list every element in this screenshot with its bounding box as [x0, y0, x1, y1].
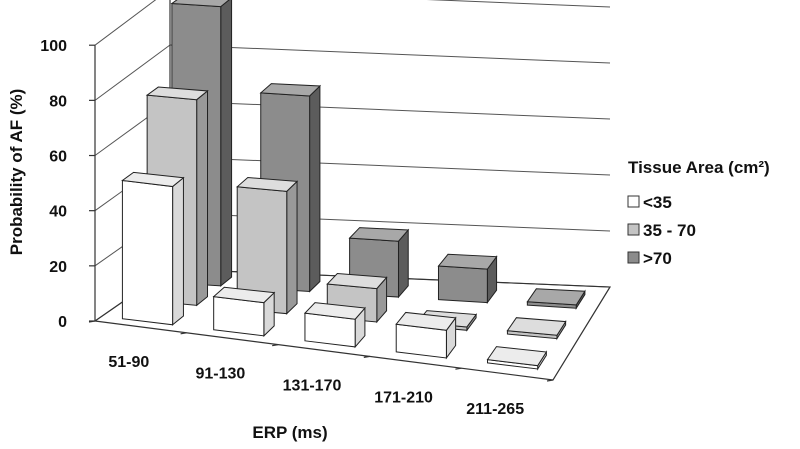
x-tick-label-131-170: 131-170: [283, 378, 342, 395]
bar-top: [395, 311, 457, 331]
bar-35-131-170: [303, 302, 366, 349]
back-wall-gridline: [426, 0, 611, 8]
bar-35-70-91-130: [236, 176, 299, 315]
y-tick-label: 80: [49, 93, 67, 110]
side-wall-gridline: [94, 44, 171, 101]
bar-35-91-130: [212, 286, 276, 338]
bar-side: [172, 176, 184, 326]
bar-top: [259, 83, 322, 97]
x-tick-mark: [272, 344, 279, 347]
x-tick-mark: [180, 332, 187, 335]
x-tick-mark: [363, 355, 370, 358]
bar-top: [486, 346, 548, 367]
bar-top: [326, 272, 388, 290]
legend-title: Tissue Area (cm²): [628, 158, 770, 177]
back-wall-gridline: [169, 44, 611, 64]
legend-label-35: <35: [643, 193, 672, 212]
back-wall-gridline: [169, 156, 611, 176]
back-wall-gridline: [169, 212, 611, 232]
y-axis-title: Probability of AF (%): [7, 89, 26, 256]
y-tick-label: 20: [49, 259, 67, 276]
bar-top: [348, 227, 410, 242]
x-tick-label-211-265: 211-265: [466, 401, 524, 418]
x-tick-labels: 51-90 91-130 131-170 171-210 211-265: [108, 354, 524, 418]
y-tick-label: 60: [49, 149, 67, 166]
x-tick-label-51-90: 51-90: [108, 354, 149, 371]
bar-top: [145, 86, 209, 101]
bar-35-211-265: [486, 346, 548, 371]
legend-label-35-70: 35 - 70: [643, 221, 696, 240]
back-wall-gridline: [169, 100, 611, 120]
bar-front: [121, 179, 174, 326]
bar-top: [170, 0, 230, 8]
bar-front: [213, 296, 265, 337]
bar-top: [236, 176, 299, 192]
legend-label-70: >70: [643, 249, 672, 268]
bar-35-171-210: [395, 311, 457, 360]
y-tick-label: 100: [40, 38, 67, 55]
legend-swatch-70: [627, 251, 640, 264]
y-tick-label: 40: [49, 204, 67, 221]
bar-35-51-90: [121, 171, 185, 326]
x-tick-mark: [455, 367, 462, 370]
legend-swatch-35: [627, 195, 640, 208]
side-wall-gridline: [94, 0, 157, 46]
legend-swatch-35-70: [627, 223, 640, 236]
x-tick-label-171-210: 171-210: [374, 389, 433, 406]
x-axis-title: ERP (ms): [252, 423, 327, 442]
bar-top: [506, 317, 567, 336]
y-tick-labels: 0 20 40 60 80 100: [40, 38, 67, 331]
bar-35-70-211-265: [506, 317, 567, 341]
bar-side: [286, 180, 298, 315]
x-tick-mark: [546, 379, 554, 382]
bar-side: [309, 84, 321, 293]
bar-front: [437, 265, 488, 304]
bar-top: [121, 171, 185, 188]
bar-top: [526, 288, 586, 306]
x-tick-label-91-130: 91-130: [195, 366, 245, 383]
bar-top: [437, 253, 498, 270]
y-tick-label: 0: [58, 314, 67, 331]
bar-top: [212, 286, 276, 304]
bar-70-211-265: [526, 288, 586, 310]
bar-70-171-210: [437, 253, 498, 305]
bar-top: [303, 302, 366, 320]
bar-side: [220, 0, 233, 287]
chart-bars: [121, 0, 586, 371]
legend: Tissue Area (cm²) <35 35 - 70 >70: [627, 158, 770, 268]
bar-side: [196, 89, 209, 307]
